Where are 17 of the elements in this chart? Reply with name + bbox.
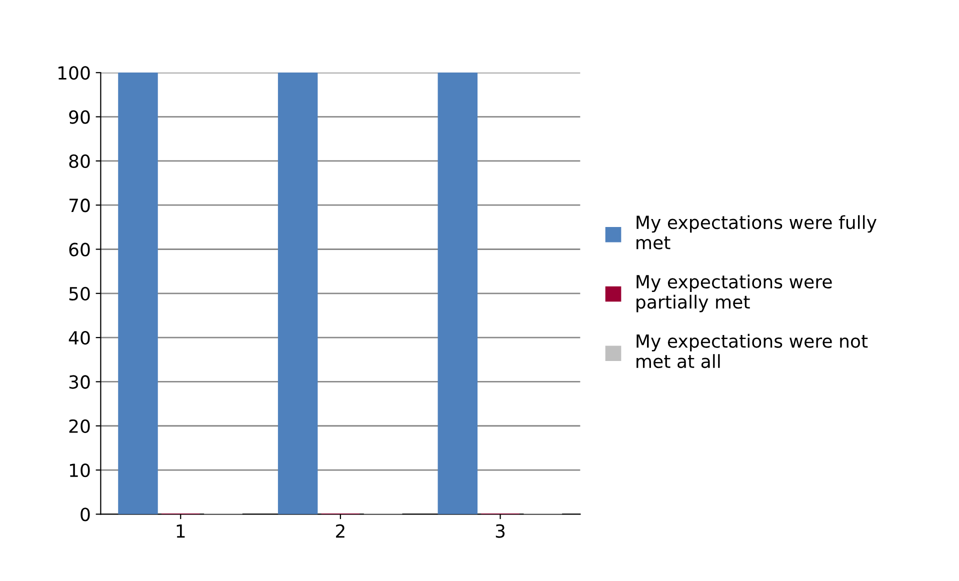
y-tick-label: 40	[68, 331, 90, 345]
y-tick-label: 90	[69, 110, 90, 124]
y-tick-label: 60	[69, 242, 90, 256]
y-tick-label: 100	[58, 66, 90, 80]
x-tick-label: 2	[336, 524, 344, 538]
legend-label: My expectations were not met at all	[636, 334, 868, 368]
y-tick-label: 10	[70, 463, 90, 478]
y-tick-label: 70	[69, 198, 90, 212]
legend-label: My expectations were partially met	[636, 274, 832, 312]
x-tick-label: 3	[496, 524, 505, 538]
y-tick-label: 80	[69, 154, 90, 168]
legend-label: My expectations were fully met	[636, 215, 876, 250]
y-tick-label: 50	[69, 286, 90, 301]
y-tick-label: 30	[69, 375, 90, 389]
x-tick-label: 1	[176, 524, 185, 538]
y-tick-label: 20	[69, 419, 90, 433]
y-tick-label: 0	[80, 508, 90, 522]
